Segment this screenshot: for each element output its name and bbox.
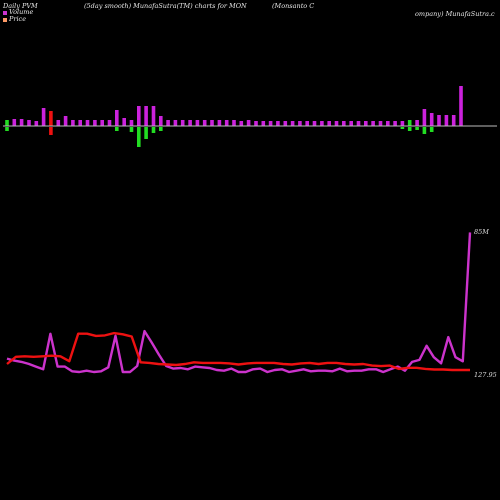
volume-bar — [180, 120, 185, 126]
volume-bar — [320, 121, 324, 126]
chart-title-left: Daily PVM — [3, 2, 38, 10]
legend-price-swatch — [3, 17, 7, 22]
volume-bar — [210, 120, 214, 126]
line-panel — [6, 232, 472, 374]
volume-bar — [371, 121, 375, 126]
volume-bar — [437, 115, 441, 126]
volume-bar — [356, 121, 361, 126]
volume-bar — [144, 106, 148, 126]
volume-bar — [129, 120, 134, 126]
volume-bar — [100, 120, 104, 126]
volume-line — [6, 232, 472, 374]
volume-bar — [166, 120, 170, 126]
chart-title-right-bottom: ompany) MunafaSutra.c — [415, 10, 495, 18]
volume-bar-lower — [407, 127, 412, 131]
volume-bar — [85, 120, 90, 126]
volume-bar — [415, 120, 419, 126]
volume-bar — [422, 109, 427, 126]
volume-bar — [232, 120, 236, 126]
volume-bar — [312, 121, 317, 126]
volume-bar — [34, 121, 39, 126]
volume-bar — [78, 120, 82, 126]
volume-bar — [41, 108, 46, 126]
volume-bar — [342, 121, 346, 126]
volume-bar-lower — [129, 127, 134, 132]
volume-bar — [276, 121, 280, 126]
price-end-label: 127.95 — [474, 371, 497, 379]
volume-bar — [49, 111, 53, 126]
volume-bar — [239, 121, 244, 126]
chart-title-right-top: (Monsanto C — [272, 2, 315, 10]
price-line — [6, 331, 470, 372]
volume-bar — [19, 119, 24, 126]
volume-bar — [27, 120, 31, 126]
volume-bar — [115, 110, 119, 126]
volume-bar — [407, 120, 412, 126]
volume-bar — [188, 120, 192, 126]
volume-bar — [63, 116, 68, 126]
volume-bar-lower — [5, 127, 9, 131]
volume-bar — [159, 116, 163, 126]
volume-bar — [451, 115, 456, 126]
volume-bar — [283, 121, 288, 126]
volume-bar — [93, 120, 97, 126]
volume-bar — [327, 121, 331, 126]
volume-bar — [246, 120, 251, 126]
volume-bar-lower — [159, 127, 163, 131]
legend-volume-swatch — [3, 10, 7, 15]
volume-bar — [217, 120, 222, 126]
volume-bar — [459, 86, 463, 126]
volume-bar — [393, 121, 397, 126]
legend-price-label: Price — [9, 15, 27, 23]
volume-bar — [334, 121, 339, 126]
volume-bar — [444, 115, 449, 126]
volume-bar — [349, 121, 353, 126]
volume-bar — [56, 120, 61, 126]
volume-bar — [151, 106, 156, 126]
volume-bar — [378, 121, 383, 126]
volume-bar — [298, 121, 302, 126]
volume-bar-lower — [144, 127, 148, 139]
volume-bar — [268, 121, 273, 126]
volume-bar — [290, 121, 295, 126]
legend-volume-label: Volume — [9, 8, 34, 16]
volume-bar — [195, 120, 200, 126]
volume-bar — [202, 120, 207, 126]
volume-bar-lower — [115, 127, 119, 131]
volume-bar — [386, 121, 390, 126]
volume-bar — [429, 113, 434, 126]
legend-price: Price — [3, 16, 26, 23]
volume-bar — [107, 120, 112, 126]
volume-bar-lower — [429, 127, 434, 132]
volume-end-label: 85M — [474, 228, 489, 236]
volume-bar — [254, 121, 258, 126]
volume-bar-lower — [49, 127, 53, 135]
volume-bar — [137, 106, 141, 126]
volume-bar-lower — [137, 127, 141, 147]
chart-title-center: (5day smooth) MunafaSutra(TM) charts for… — [84, 2, 247, 10]
volume-bar — [173, 120, 178, 126]
volume-bar — [122, 118, 126, 126]
volume-bar — [5, 120, 9, 126]
volume-bars-panel — [5, 86, 463, 147]
volume-bar — [261, 121, 266, 126]
volume-bar-lower — [400, 127, 405, 129]
volume-bar-lower — [415, 127, 419, 130]
volume-bar — [224, 120, 229, 126]
volume-bar-lower — [151, 127, 156, 133]
volume-bar — [71, 120, 75, 126]
volume-bar-lower — [422, 127, 427, 134]
volume-bar — [305, 121, 309, 126]
legend-volume: Volume — [3, 9, 33, 16]
volume-bar — [364, 121, 368, 126]
volume-bar — [400, 121, 405, 126]
volume-bar — [12, 119, 17, 126]
